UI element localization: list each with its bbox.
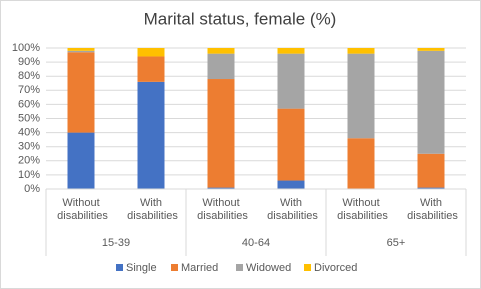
bar-segment (67, 48, 95, 51)
bar-segment (277, 180, 305, 189)
x-tick-label: With disabilities (264, 197, 318, 222)
bar-segment (277, 108, 305, 181)
legend-swatch (304, 264, 311, 271)
x-tick-label: Without disabilities (194, 197, 248, 222)
bar-segment (67, 132, 95, 189)
legend-label: Divorced (314, 262, 357, 274)
y-tick-label: 30% (18, 141, 40, 153)
legend-swatch (171, 264, 178, 271)
bar-segment (207, 48, 235, 54)
bar-segment (417, 48, 445, 51)
y-tick-label: 60% (18, 98, 40, 110)
group-label: 40-64 (242, 237, 270, 249)
y-tick-label: 40% (18, 127, 40, 139)
bar-segment (417, 50, 445, 154)
x-tick-label: With disabilities (124, 197, 178, 222)
bar-segment (347, 53, 375, 139)
bar-segment (137, 48, 165, 57)
chart-title: Marital status, female (%) (144, 9, 337, 28)
legend-label: Widowed (246, 262, 291, 274)
legend-swatch (116, 264, 123, 271)
bar-segment (347, 48, 375, 54)
bar-segment (277, 53, 305, 109)
bar-segment (137, 81, 165, 189)
bar-segment (207, 187, 235, 189)
bar-segment (67, 50, 95, 53)
bar-segment (277, 48, 305, 54)
y-tick-label: 80% (18, 70, 40, 82)
y-tick-label: 100% (12, 42, 40, 54)
x-tick-label: With disabilities (404, 197, 458, 222)
y-tick-label: 70% (18, 84, 40, 96)
bar-segment (207, 79, 235, 188)
bar-segment (137, 56, 165, 82)
legend-label: Married (181, 262, 218, 274)
bar-segment (347, 138, 375, 189)
y-tick-label: 10% (18, 169, 40, 181)
y-tick-label: 20% (18, 155, 40, 167)
bar-segment (67, 52, 95, 133)
bar-segment (417, 153, 445, 188)
y-tick-label: 90% (18, 56, 40, 68)
legend-label: Single (126, 262, 157, 274)
bar-segment (207, 53, 235, 80)
group-label: 15-39 (102, 237, 130, 249)
x-tick-label: Without disabilities (334, 197, 388, 222)
group-label: 65+ (387, 237, 406, 249)
bar-segment (417, 187, 445, 189)
legend-swatch (236, 264, 243, 271)
x-tick-label: Without disabilities (54, 197, 108, 222)
y-tick-label: 50% (18, 112, 40, 124)
y-tick-label: 0% (24, 183, 40, 195)
